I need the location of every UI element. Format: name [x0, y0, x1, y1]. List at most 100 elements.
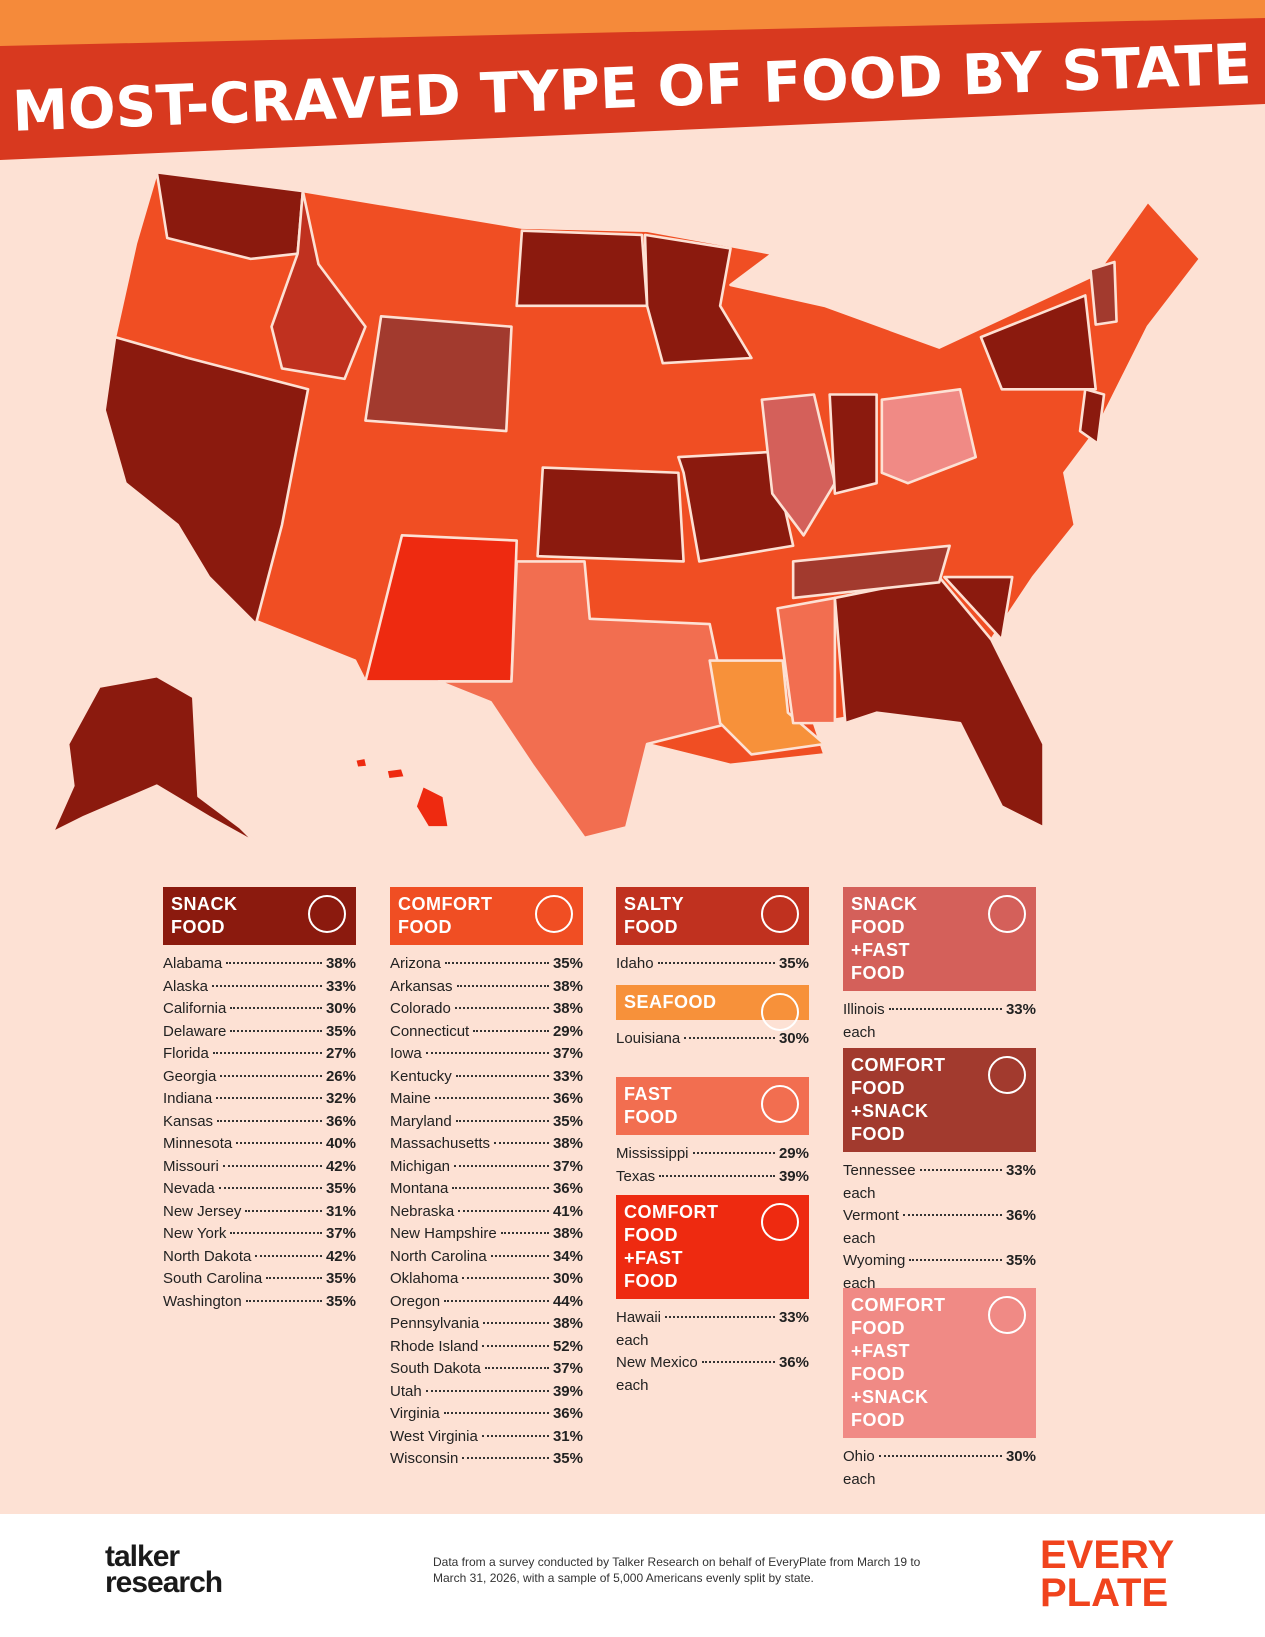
source-note: Data from a survey conducted by Talker R…: [433, 1555, 921, 1585]
entry: Minnesota 40%: [163, 1133, 356, 1156]
dot-leader: [500, 1232, 549, 1234]
group-header: FAST FOOD: [616, 1077, 809, 1135]
state-name: Louisiana: [616, 1030, 681, 1047]
us-map: [51, 170, 1202, 845]
entry-note: each: [843, 1023, 876, 1041]
dot-leader: [888, 1008, 1002, 1010]
group-label: FOOD: [851, 1364, 905, 1384]
state-name: Montana: [390, 1180, 449, 1197]
logo-line: talker: [105, 1540, 180, 1573]
state-name: New Hampshire: [390, 1225, 497, 1242]
dot-leader: [481, 1434, 549, 1437]
group-label: FOOD: [851, 1318, 905, 1338]
group-header: COMFORT FOOD: [390, 887, 583, 945]
state-region: [384, 766, 407, 781]
group-header: COMFORT FOOD +FAST FOOD +SNACK FOOD: [843, 1288, 1036, 1438]
entry: South Dakota 37%: [390, 1358, 583, 1381]
group-header: COMFORT FOOD +SNACK FOOD: [843, 1048, 1036, 1152]
state-name: North Dakota: [163, 1247, 252, 1265]
dot-leader: [230, 1029, 322, 1032]
state-name: West Virginia: [390, 1427, 478, 1445]
dot-leader: [452, 1187, 549, 1189]
group-label: FOOD: [624, 1225, 678, 1245]
state-value: 37%: [552, 1360, 583, 1377]
state-name: Utah: [390, 1382, 422, 1400]
entry: Vermont 36% each: [843, 1205, 1036, 1250]
state-value: 31%: [325, 1202, 356, 1220]
dot-leader: [482, 1344, 549, 1347]
group-label: FOOD: [624, 1107, 678, 1127]
dot-leader: [919, 1169, 1002, 1171]
group-header: COMFORT FOOD +FAST FOOD: [616, 1195, 809, 1299]
entry: Rhode Island 52%: [390, 1336, 583, 1359]
dot-leader: [462, 1277, 549, 1279]
state-value: 36%: [552, 1180, 583, 1197]
dot-leader: [454, 1164, 549, 1167]
state-value: 38%: [552, 1225, 583, 1242]
entry-row: Pennsylvania 38%: [390, 1313, 583, 1336]
footer: talker research Data from a survey conduc…: [0, 1514, 1265, 1637]
dot-leader: [245, 1299, 322, 1302]
state-value: 37%: [325, 1225, 356, 1242]
entry-note: each: [616, 1376, 649, 1394]
entry-row: Arizona 35%: [390, 953, 583, 976]
talker-logo: talker research: [105, 1540, 223, 1599]
entry: Arizona 35%: [390, 953, 583, 976]
dot-leader: [220, 1074, 322, 1077]
state-name: South Dakota: [390, 1360, 481, 1377]
dot-leader: [230, 1232, 322, 1234]
state-region: [103, 335, 310, 626]
state-region: [515, 229, 649, 308]
state-name: New York: [163, 1225, 227, 1242]
group-label: +FAST: [624, 1248, 684, 1268]
state-value: 32%: [325, 1090, 356, 1107]
state-value: 35%: [552, 1112, 583, 1130]
entry: West Virginia 31%: [390, 1426, 583, 1449]
logo-line: research: [105, 1566, 223, 1599]
entry-row: Virginia 36%: [390, 1403, 583, 1426]
state-name: Nebraska: [390, 1202, 455, 1220]
state-value: 35%: [778, 955, 809, 972]
state-value: 35%: [325, 1022, 356, 1040]
entry-row: Kansas 36%: [163, 1111, 356, 1134]
state-name: New Jersey: [163, 1202, 242, 1220]
state-name: Wyoming: [843, 1252, 906, 1269]
group-label: SALTY: [624, 894, 685, 914]
entry: Georgia 26%: [163, 1066, 356, 1089]
entry-row: Colorado 38%: [390, 998, 583, 1021]
entry-row: Georgia 26%: [163, 1066, 356, 1089]
group-label: FOOD: [851, 1078, 905, 1098]
state-name: Arizona: [390, 955, 441, 972]
state-name: Iowa: [390, 1045, 422, 1062]
group-icon: [761, 993, 799, 1031]
state-name: Mississippi: [616, 1145, 689, 1162]
group-label: COMFORT: [398, 894, 493, 914]
dot-leader: [434, 1097, 549, 1099]
state-name: Tennessee: [843, 1162, 916, 1179]
state-value: 35%: [325, 1270, 356, 1287]
state-region: [979, 294, 1097, 391]
dot-leader: [266, 1277, 322, 1279]
state-value: 35%: [552, 1450, 583, 1467]
state-name: Maine: [390, 1090, 431, 1107]
group-label: FOOD: [851, 1410, 905, 1430]
entry: Illinois 33% each: [843, 999, 1036, 1044]
entry-row: Montana 36%: [390, 1178, 583, 1201]
state-name: Minnesota: [163, 1135, 233, 1152]
state-name: Massachusetts: [390, 1135, 491, 1152]
entry: Florida 27%: [163, 1043, 356, 1066]
everyplate-logo: EVERY PLATE: [1040, 1535, 1174, 1613]
dot-leader: [665, 1316, 775, 1318]
entry-row: Massachusetts 38%: [390, 1133, 583, 1156]
dot-leader: [684, 1037, 775, 1039]
group-label: SNACK: [851, 894, 918, 914]
state-region: [155, 170, 305, 261]
state-value: 42%: [325, 1247, 356, 1265]
group-label: SEAFOOD: [624, 992, 717, 1012]
entry: South Carolina 35%: [163, 1268, 356, 1291]
state-name: Indiana: [163, 1090, 213, 1107]
dot-leader: [701, 1361, 775, 1363]
entry-row: North Carolina 34%: [390, 1246, 583, 1269]
state-region: [536, 466, 685, 563]
dot-leader: [218, 1187, 322, 1189]
